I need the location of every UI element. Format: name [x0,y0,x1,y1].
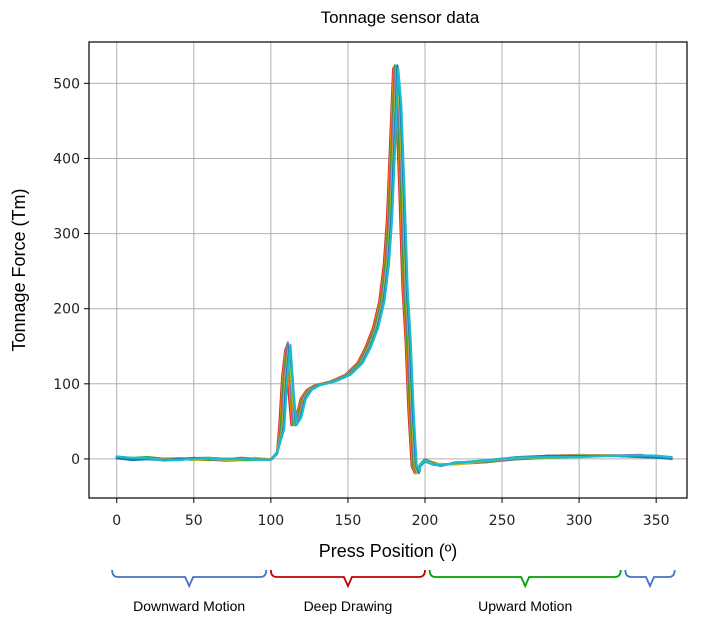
y-axis-label: Tonnage Force (Tm) [9,188,29,351]
y-tick-label: 0 [71,452,80,468]
x-tick-label: 150 [335,513,362,529]
y-tick-label: 300 [53,227,80,243]
ticks: 0 50 100 150 200 250 300 350 0 100 200 300 400 500 [53,76,669,529]
x-tick-label: 100 [257,513,284,529]
y-tick-label: 100 [53,377,80,393]
plot-frame [88,41,688,499]
x-tick-label: 0 [112,513,121,529]
x-tick-label: 200 [412,513,439,529]
phase-bracket [428,569,622,589]
y-tick-label: 500 [53,76,80,92]
y-tick-label: 200 [53,302,80,318]
phase-label: Downward Motion [133,598,245,614]
chart-title: Tonnage sensor data [321,8,480,27]
series-line [115,67,673,473]
x-tick-label: 50 [185,513,203,529]
x-axis-label: Press Position (º) [319,541,458,561]
y-tick-label: 400 [53,151,80,167]
phase-bracket [111,569,268,589]
phase-label: Upward Motion [478,598,572,614]
x-tick-label: 350 [643,513,670,529]
grid [89,42,687,498]
series-line [115,64,673,474]
x-tick-label: 300 [566,513,593,529]
phase-bracket [269,569,426,589]
phase-annotations: Downward Motion Deep Drawing Upward Motion [111,569,676,614]
x-tick-label: 250 [489,513,516,529]
series-lines [115,64,673,475]
phase-bracket [624,569,676,589]
phase-label: Deep Drawing [304,598,393,614]
